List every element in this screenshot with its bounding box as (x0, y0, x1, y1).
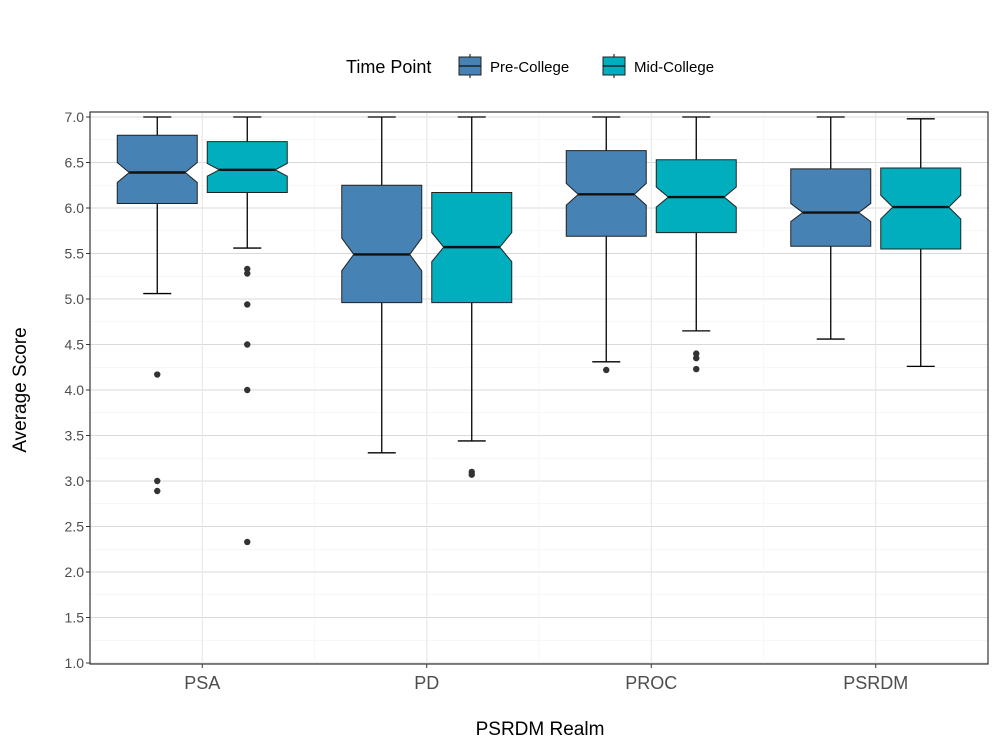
x-tick-label: PD (414, 673, 439, 693)
legend-label: Pre-College (490, 59, 569, 76)
box-mid-college-psrdm (880, 118, 962, 367)
outlier-point (244, 301, 251, 308)
outlier-point (244, 270, 251, 277)
box-mid-college-psa (206, 116, 288, 546)
box-mid-college-proc (655, 116, 737, 373)
box-body (116, 134, 198, 204)
box-pre-college-pd (341, 116, 423, 454)
y-tick-label: 4.5 (65, 337, 85, 353)
outlier-point (603, 366, 610, 374)
y-tick-label: 5.5 (65, 246, 85, 262)
box-body (880, 167, 962, 250)
outlier-point (154, 371, 161, 378)
y-tick-label: 6.5 (65, 155, 85, 171)
box-body (341, 184, 423, 304)
y-tick-label: 6.0 (65, 200, 85, 216)
outlier-point (244, 265, 251, 273)
outlier-point (693, 350, 700, 357)
outlier-point (244, 538, 251, 546)
plot-area (89, 111, 989, 665)
y-tick-label: 5.0 (65, 291, 85, 307)
x-axis: PSA PD PROC PSRDM (184, 664, 908, 693)
y-axis-title: Average Score (10, 327, 31, 452)
x-tick-label: PSRDM (843, 673, 908, 693)
y-tick-label: 7.0 (65, 109, 85, 125)
x-axis-title: PSRDM Realm (476, 719, 605, 740)
legend-entry-mid-college: Mid-College (602, 54, 714, 78)
outlier-point (693, 354, 700, 362)
outlier-point (244, 341, 251, 348)
y-tick-label: 2.5 (65, 519, 85, 535)
legend-title: Time Point (346, 57, 431, 77)
box-body (790, 168, 872, 247)
box-pre-college-proc (565, 116, 647, 374)
x-tick-label: PSA (184, 673, 220, 693)
y-tick-label: 1.0 (65, 655, 85, 671)
legend-label: Mid-College (634, 59, 714, 76)
y-tick-label: 4.0 (65, 382, 85, 398)
y-tick-label: 1.5 (65, 610, 85, 626)
legend-entry-pre-college: Pre-College (458, 54, 569, 78)
y-tick-label: 3.5 (65, 428, 85, 444)
outlier-point (154, 477, 161, 485)
outlier-point (244, 386, 251, 394)
y-tick-label: 3.0 (65, 473, 85, 489)
plot-border (89, 111, 989, 665)
box-pre-college-psa (116, 116, 198, 495)
box-pre-college-psrdm (790, 116, 872, 340)
y-axis: 1.0 1.5 2.0 2.5 3.0 3.5 4.0 4.5 5.0 5.5 6.0 6.5 7.0 (65, 109, 90, 671)
x-tick-label: PROC (625, 673, 677, 693)
legend: Time Point Pre-College Mid-College (346, 54, 714, 78)
outlier-point (693, 365, 700, 373)
outlier-point (468, 471, 475, 478)
box-body (206, 141, 288, 194)
box-mid-college-pd (431, 116, 513, 478)
outlier-point (154, 487, 161, 495)
y-tick-label: 2.0 (65, 564, 85, 580)
